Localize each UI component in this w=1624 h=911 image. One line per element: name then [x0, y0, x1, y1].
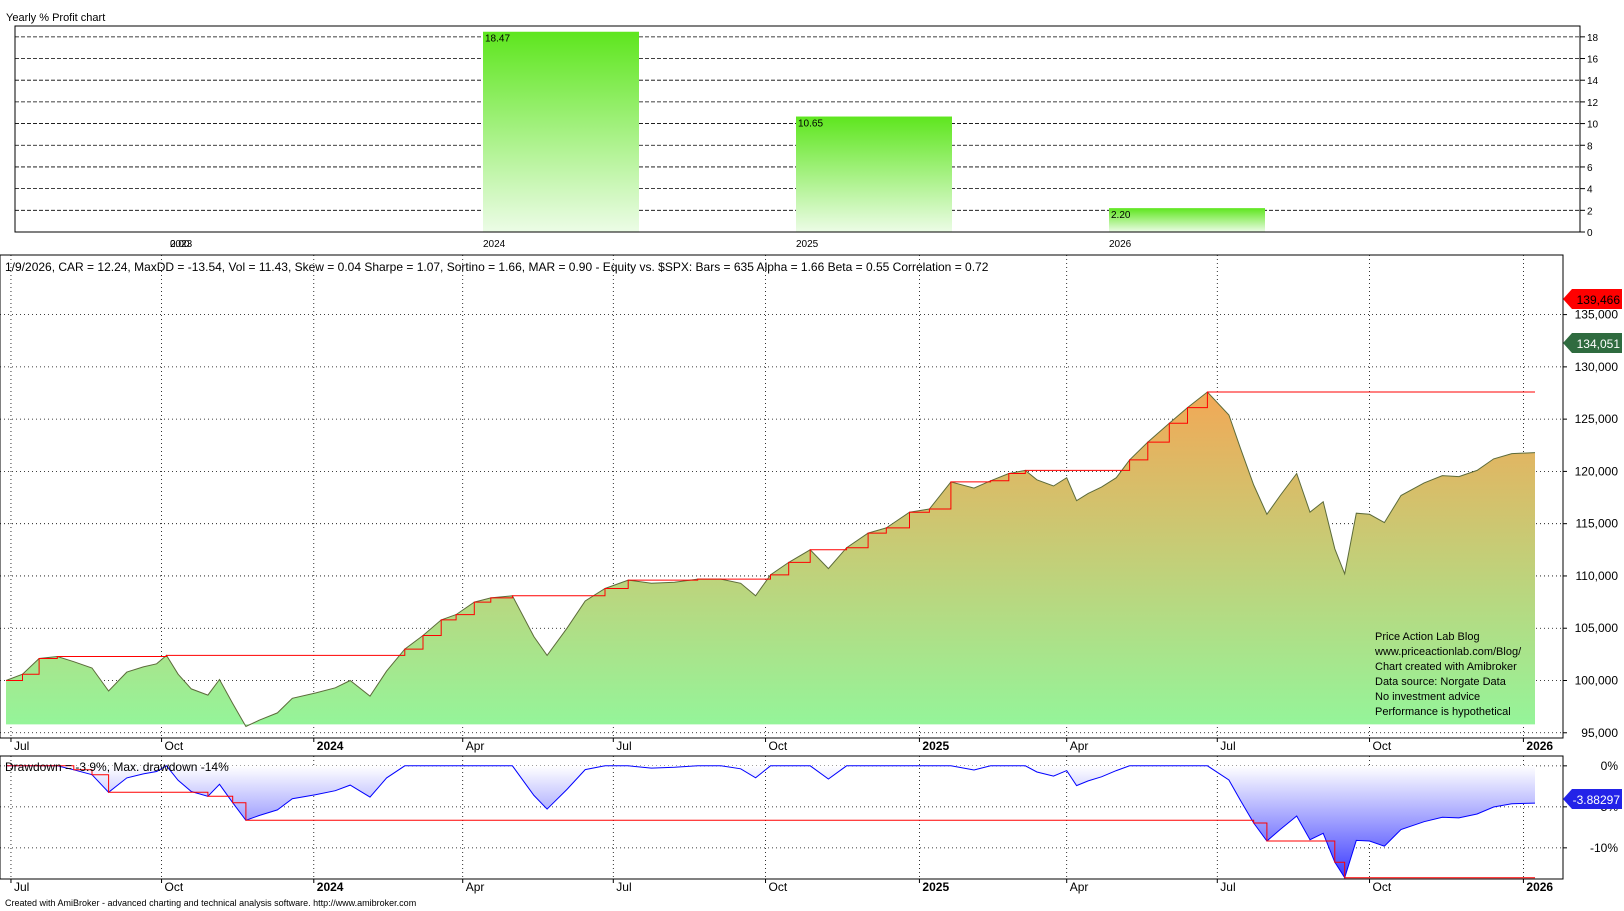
equity-area-fill	[6, 392, 1535, 727]
time-tick-label: 2025	[922, 739, 949, 753]
watermark-line-1: Price Action Lab Blog	[1375, 631, 1480, 643]
equity-y-tick-label: 100,000	[1575, 674, 1619, 688]
profit-bar-value-label: 18.47	[485, 34, 510, 45]
bar-x-axis: 2023 2024 2025 2026	[170, 239, 1132, 250]
time-tick-label: Oct	[769, 880, 788, 894]
profit-bar	[796, 116, 952, 232]
bar-category-label: 2023	[170, 239, 193, 250]
drawdown-value-marker	[1563, 789, 1622, 809]
time-tick-label: Apr	[1070, 880, 1089, 894]
equity-y-tick-label: 95,000	[1581, 726, 1618, 740]
equity-y-tick-label: 115,000	[1576, 517, 1619, 531]
equity-gridlines	[0, 255, 1563, 738]
time-tick-label: Jul	[14, 739, 29, 753]
profit-bar-value-label: 2.20	[1111, 210, 1131, 221]
drawdown-panel: Drawdown = -3.9%, Max. drawdown -14% 0%-…	[0, 755, 1622, 894]
bar-y-tick-label: 0	[1587, 228, 1593, 239]
peak-value-marker	[1563, 289, 1622, 309]
drawdown-x-axis: Jul Oct 2024 Apr Jul Oct 2025 Apr Jul Oct 2026	[10, 879, 1553, 894]
time-tick-label: Jul	[1220, 880, 1235, 894]
time-tick-label: Oct	[165, 880, 184, 894]
equity-y-tick-label: 130,000	[1575, 360, 1619, 374]
time-tick-label: 2024	[317, 880, 344, 894]
profit-bar	[483, 31, 639, 233]
bar-category-label: 2026	[1109, 239, 1132, 250]
time-tick-label: Oct	[165, 739, 184, 753]
watermark-line-3: Chart created with Amibroker	[1375, 661, 1517, 673]
time-tick-label: Jul	[1220, 739, 1235, 753]
bar-y-tick-label: 4	[1587, 185, 1593, 196]
equity-panel: 1/9/2026, CAR = 12.24, MaxDD = -13.54, V…	[0, 254, 1622, 753]
equity-last-labels: 139,466 134,051	[1563, 289, 1622, 353]
bar-y-tick-label: 8	[1587, 141, 1593, 152]
time-tick-label: Jul	[14, 880, 29, 894]
equity-y-axis: 95,000 100,000 105,000 110,000 115,000 120,00…	[1563, 308, 1618, 740]
time-tick-label: Jul	[616, 739, 631, 753]
bar-y-axis: 0 2 4 6 8 10 12 14 16 18	[1580, 33, 1599, 239]
watermark-line-4: Data source: Norgate Data	[1375, 676, 1507, 688]
watermark-line-5: No investment advice	[1375, 691, 1480, 703]
bar-category-label: 2024	[483, 239, 506, 250]
bar-y-tick-label: 2	[1587, 206, 1593, 217]
time-tick-label: 2024	[317, 739, 344, 753]
equity-peak-line	[6, 391, 1535, 681]
drawdown-area-fill	[6, 765, 1535, 878]
yearly-profit-panel: Yearly % Profit chart 0.00 18.47 10.65 2.20…	[6, 12, 1599, 250]
time-tick-label: 2025	[922, 880, 949, 894]
bar-y-tick-label: 18	[1587, 33, 1599, 44]
time-tick-label: 2026	[1526, 880, 1553, 894]
last-value-label: 134,051	[1577, 337, 1621, 351]
profit-bar-value-label: 0.00	[170, 239, 190, 250]
bar-y-tick-label: 14	[1587, 76, 1599, 87]
bar-y-tick-label: 12	[1587, 98, 1599, 109]
time-tick-label: 2026	[1526, 739, 1553, 753]
watermark-line-2: www.priceactionlab.com/Blog/	[1374, 646, 1522, 658]
bar-series: 0.00 18.47 10.65 2.20	[170, 31, 1265, 250]
drawdown-y-tick-label: -10%	[1590, 841, 1618, 855]
last-value-marker	[1563, 333, 1622, 353]
equity-stats-title: 1/9/2026, CAR = 12.24, MaxDD = -13.54, V…	[5, 260, 989, 274]
drawdown-y-tick-label: 0%	[1601, 759, 1619, 773]
footer-credit: Created with AmiBroker - advanced charti…	[5, 898, 416, 908]
equity-y-tick-label: 125,000	[1575, 412, 1619, 426]
drawdown-title: Drawdown = -3.9%, Max. drawdown -14%	[5, 760, 229, 774]
bar-category-label: 2025	[796, 239, 819, 250]
peak-value-label: 139,466	[1577, 293, 1621, 307]
bar-plot-frame	[14, 25, 1581, 233]
time-tick-label: Apr	[1070, 739, 1089, 753]
equity-y-tick-label: 105,000	[1575, 621, 1619, 635]
equity-x-axis: Jul Oct 2024 Apr Jul Oct 2025 Apr Jul Oct 2026	[10, 738, 1553, 753]
time-tick-label: Jul	[616, 880, 631, 894]
profit-bar-value-label: 10.65	[798, 119, 823, 130]
time-tick-label: Oct	[1373, 880, 1392, 894]
drawdown-last-label: -3.88297	[1563, 789, 1622, 809]
watermark-text: Price Action Lab Blog www.priceactionlab…	[1374, 631, 1522, 718]
max-drawdown-line	[6, 765, 1535, 879]
drawdown-y-axis: 0%-5%-10%	[1563, 759, 1618, 855]
bar-y-tick-label: 16	[1587, 55, 1599, 66]
profit-bar	[1109, 208, 1265, 232]
drawdown-value-label: -3.88297	[1573, 793, 1621, 807]
watermark-line-6: Performance is hypothetical	[1375, 706, 1511, 718]
bar-y-tick-label: 10	[1587, 120, 1599, 131]
bar-y-tick-label: 6	[1587, 163, 1593, 174]
time-tick-label: Oct	[1373, 739, 1392, 753]
time-tick-label: Oct	[769, 739, 788, 753]
yearly-chart-title: Yearly % Profit chart	[6, 12, 105, 24]
time-tick-label: Apr	[466, 739, 485, 753]
equity-y-tick-label: 135,000	[1575, 308, 1619, 322]
time-tick-label: Apr	[466, 880, 485, 894]
equity-y-tick-label: 110,000	[1576, 569, 1619, 583]
equity-y-tick-label: 120,000	[1575, 464, 1619, 478]
